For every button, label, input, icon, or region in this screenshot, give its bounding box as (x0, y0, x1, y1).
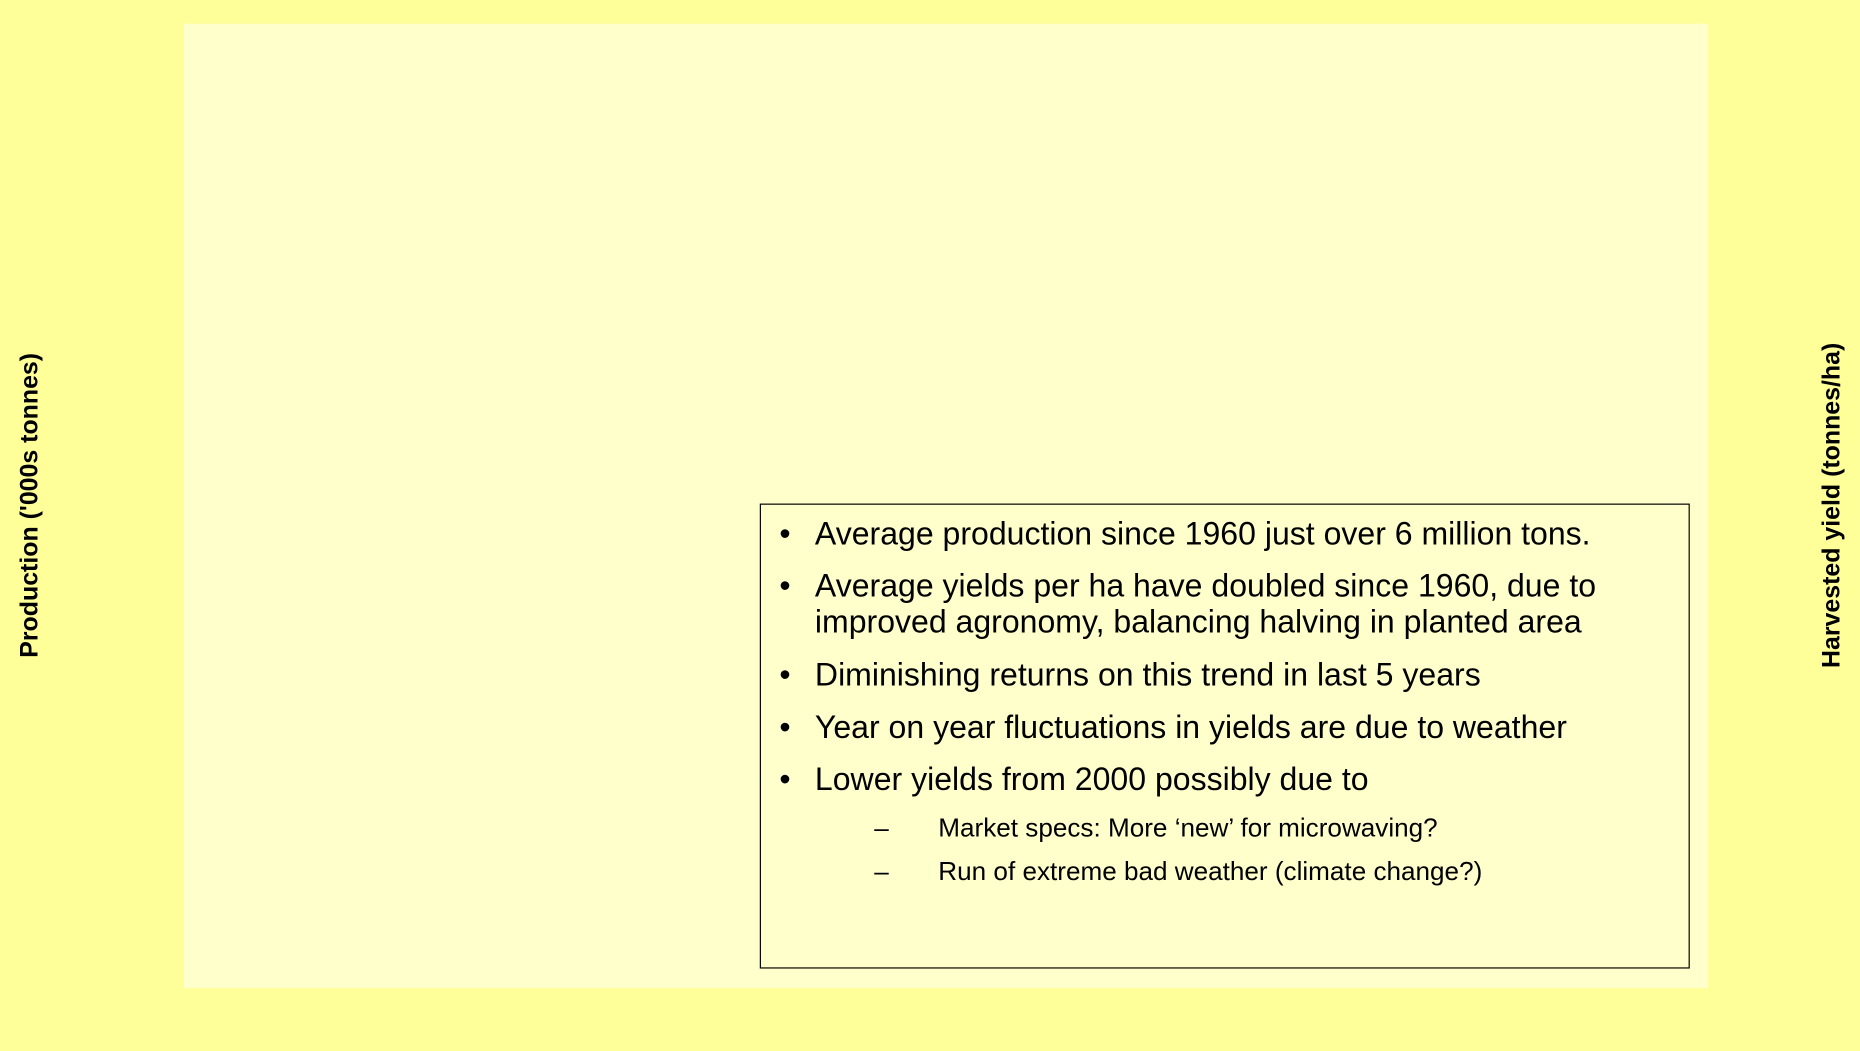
notes-text: Average production since 1960 just over … (760, 504, 1689, 887)
y-axis-title: Production ('000s tonnes) (15, 353, 43, 658)
note-sub-item: Market specs: More ‘new’ for microwaving… (760, 813, 1677, 843)
note-item: Diminishing returns on this trend in las… (760, 657, 1677, 693)
y2-axis-title: Harvested yield (tonnes/ha) (1817, 343, 1845, 668)
notes: Average production since 1960 just over … (760, 504, 1689, 968)
note-item: Year on year fluctuations in yields are … (760, 709, 1677, 745)
note-item: Lower yields from 2000 possibly due to (760, 762, 1677, 798)
note-sub-item: Run of extreme bad weather (climate chan… (760, 857, 1677, 887)
note-item: Average production since 1960 just over … (760, 516, 1677, 552)
note-item: Average yields per ha have doubled since… (760, 568, 1677, 640)
